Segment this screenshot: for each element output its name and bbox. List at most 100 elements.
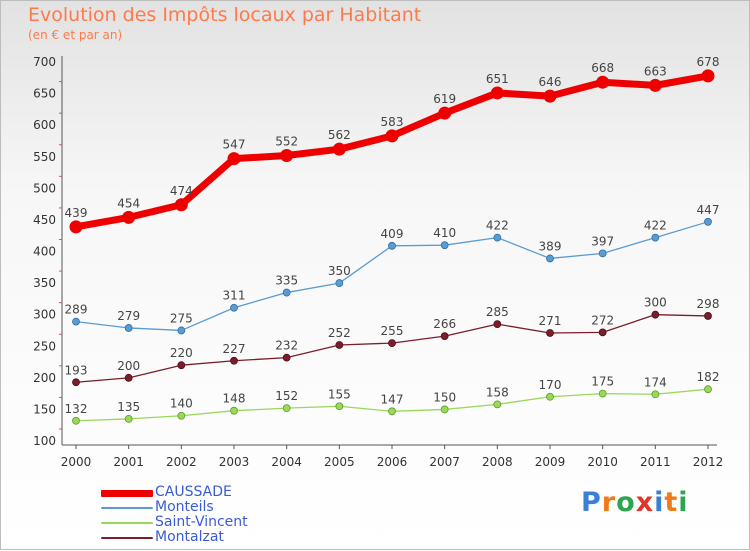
data-label-saint-vincent: 132	[65, 402, 88, 416]
data-point-caussade	[543, 89, 557, 103]
data-point-caussade	[69, 220, 83, 234]
legend-label-saint-vincent: Saint-Vincent	[155, 514, 248, 530]
data-point-monteils	[546, 254, 554, 263]
data-point-saint-vincent	[177, 411, 186, 420]
data-point-saint-vincent	[704, 385, 712, 394]
data-label-caussade: 552	[275, 134, 298, 148]
data-label-monteils: 335	[275, 274, 298, 288]
y-tick-label: 150	[33, 402, 56, 416]
data-point-saint-vincent	[440, 405, 449, 414]
data-label-caussade: 474	[170, 184, 193, 198]
y-tick-label: 200	[33, 371, 56, 385]
data-label-montalzat: 200	[117, 359, 140, 373]
data-point-saint-vincent	[493, 400, 502, 409]
data-label-monteils: 275	[170, 311, 193, 325]
data-label-monteils: 350	[328, 264, 351, 278]
data-label-caussade: 668	[591, 61, 614, 75]
x-tick-label: 2003	[219, 455, 250, 469]
data-point-monteils	[335, 279, 344, 287]
data-label-montalzat: 272	[591, 313, 614, 327]
data-point-monteils	[440, 241, 449, 250]
data-label-saint-vincent: 182	[697, 370, 720, 384]
legend-label-montalzat: Montalzat	[155, 529, 224, 545]
data-label-saint-vincent: 140	[170, 397, 193, 411]
data-point-saint-vincent	[388, 407, 396, 416]
data-label-monteils: 447	[697, 203, 720, 217]
logo-letter: r	[601, 487, 617, 518]
y-tick-label: 550	[33, 150, 56, 164]
data-point-monteils	[72, 317, 80, 326]
data-label-caussade: 678	[697, 55, 720, 69]
data-label-monteils: 279	[117, 309, 140, 323]
x-tick-label: 2000	[61, 455, 92, 469]
chart-subtitle: (en € et par an)	[28, 28, 123, 42]
y-tick-label: 400	[33, 245, 56, 259]
data-label-caussade: 583	[381, 115, 404, 129]
legend-swatch-saint-vincent	[101, 522, 153, 524]
logo-letter: t	[664, 487, 679, 518]
data-label-saint-vincent: 147	[381, 392, 404, 406]
chart-title: Evolution des Impôts locaux par Habitant	[28, 4, 422, 26]
data-point-montalzat	[440, 332, 449, 341]
data-label-montalzat: 285	[486, 305, 509, 319]
legend-swatch-montalzat	[101, 537, 153, 539]
data-point-montalzat	[493, 320, 502, 329]
data-label-saint-vincent: 174	[644, 375, 667, 389]
data-point-saint-vincent	[72, 416, 80, 425]
data-point-saint-vincent	[230, 406, 238, 415]
logo-letter: x	[635, 487, 655, 518]
data-label-caussade: 454	[117, 196, 140, 210]
data-label-caussade: 646	[539, 75, 562, 89]
y-tick-label: 100	[33, 434, 56, 448]
data-label-montalzat: 252	[328, 326, 351, 340]
y-tick-label: 700	[33, 55, 56, 69]
data-label-monteils: 422	[644, 219, 667, 233]
data-point-montalzat	[598, 328, 607, 337]
data-point-monteils	[493, 233, 502, 242]
data-label-monteils: 410	[433, 226, 456, 240]
data-point-monteils	[598, 249, 607, 258]
data-point-montalzat	[230, 356, 238, 365]
data-point-caussade	[385, 129, 399, 143]
data-point-caussade	[490, 86, 504, 100]
y-tick-label: 650	[33, 87, 56, 101]
data-point-monteils	[230, 303, 238, 312]
legend-label-caussade: CAUSSADE	[155, 484, 232, 500]
data-label-monteils: 289	[65, 303, 88, 317]
data-label-montalzat: 227	[223, 342, 246, 356]
data-label-saint-vincent: 155	[328, 387, 351, 401]
data-point-saint-vincent	[546, 392, 554, 401]
data-label-saint-vincent: 150	[433, 390, 456, 404]
data-point-caussade	[227, 152, 241, 166]
x-tick-label: 2002	[166, 455, 197, 469]
data-point-montalzat	[177, 361, 186, 370]
x-tick-label: 2007	[429, 455, 460, 469]
y-tick-label: 350	[33, 276, 56, 290]
data-point-caussade	[438, 106, 452, 120]
data-point-monteils	[124, 324, 133, 332]
data-point-saint-vincent	[651, 390, 660, 399]
data-point-montalzat	[72, 378, 80, 387]
x-tick-label: 2005	[324, 455, 355, 469]
data-label-montalzat: 300	[644, 296, 667, 310]
data-label-montalzat: 255	[381, 324, 404, 338]
data-point-caussade	[701, 69, 715, 83]
legend-swatch-caussade	[101, 489, 153, 497]
data-point-caussade	[332, 142, 346, 156]
data-label-monteils: 409	[381, 227, 404, 241]
data-label-caussade: 439	[65, 206, 88, 220]
data-label-monteils: 422	[486, 219, 509, 233]
data-label-monteils: 389	[539, 239, 562, 253]
y-tick-label: 250	[33, 339, 56, 353]
data-point-saint-vincent	[282, 404, 291, 413]
data-label-caussade: 547	[223, 138, 246, 152]
y-tick-label: 500	[33, 181, 56, 195]
legend-label-monteils: Monteils	[155, 499, 214, 515]
data-label-saint-vincent: 175	[591, 375, 614, 389]
data-label-monteils: 311	[223, 289, 246, 303]
proxiti-logo: Proxiti	[581, 487, 689, 518]
data-label-montalzat: 266	[433, 317, 456, 331]
y-tick-label: 450	[33, 213, 56, 227]
